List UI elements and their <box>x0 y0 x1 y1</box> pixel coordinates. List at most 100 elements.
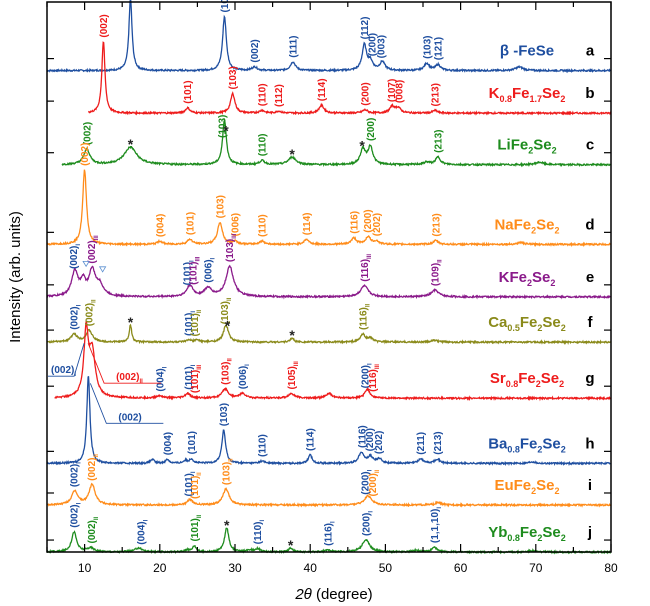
peak-index: (116) <box>358 307 369 330</box>
x-tick-label: 20 <box>153 561 167 575</box>
peak-index: (101) <box>220 0 231 12</box>
phase-subscript: I <box>368 511 374 513</box>
peak-label: (200)I <box>361 511 374 536</box>
phase-subscript: I <box>162 366 168 368</box>
peak-label: (101)I <box>182 260 195 285</box>
peak-index: (107) <box>387 79 398 102</box>
phase-subscript: I <box>74 372 76 378</box>
peak-label: (200) <box>361 82 372 105</box>
subscript: 2 <box>555 225 560 235</box>
peak-label: (002) <box>250 39 261 62</box>
peak-index: (116) <box>349 211 360 234</box>
subscript: 0.8 <box>507 444 520 454</box>
peak-index: (110) <box>258 214 269 237</box>
triangle-marker <box>82 260 90 268</box>
name-text: Se <box>532 269 550 286</box>
peak-index: (116) <box>324 523 335 546</box>
phase-subscript: II <box>365 303 371 307</box>
subscript: 2 <box>561 444 566 454</box>
peak-index: (110) <box>258 83 269 106</box>
peak-index: (110) <box>258 133 269 156</box>
peak-index: (200) <box>361 471 372 494</box>
sample-name-i: EuFe2Se2 <box>494 477 559 496</box>
peak-index: (002) <box>87 240 98 263</box>
name-text: Ca <box>488 314 508 331</box>
name-text: Fe <box>520 524 538 541</box>
peak-label: (002)I <box>70 304 83 329</box>
callout-label: (002) <box>118 412 141 423</box>
peak-index: (002) <box>99 14 110 37</box>
peak-index: (101) <box>188 262 199 285</box>
phase-subscript: I <box>144 519 150 521</box>
peak-label: (004) <box>163 432 174 455</box>
peak-label: (101) <box>183 80 194 103</box>
impurity-star: * <box>225 317 231 333</box>
panel-letter-c: c <box>586 137 594 154</box>
phase-subscript: II <box>197 309 203 313</box>
peak-label: (103) <box>215 195 226 218</box>
x-axis-title: 2θ (degree) <box>294 586 372 603</box>
peak-label: (116)III <box>360 254 373 282</box>
phase-subscript: I <box>437 507 443 509</box>
peak-index: (101) <box>190 518 201 541</box>
impurity-star: * <box>224 517 230 533</box>
peak-index: (101) <box>190 313 201 336</box>
peak-label: (114) <box>302 212 313 235</box>
peak-label: (200) <box>366 118 377 141</box>
peak-label: (114) <box>317 78 328 101</box>
trace-h <box>46 376 611 467</box>
peak-label: (101)II <box>190 309 203 336</box>
peak-index: (103) <box>218 115 229 138</box>
subscript: 2 <box>537 323 542 333</box>
x-axis-title-unit: (degree) <box>312 586 373 603</box>
peak-label: (1,1,10)I <box>430 507 443 543</box>
sample-name-h: Ba0.8Fe2Se2 <box>488 435 566 454</box>
trace-e <box>46 264 611 300</box>
impurity-star: * <box>128 136 134 152</box>
subscript: 2 <box>552 146 557 156</box>
phase-subscript: III <box>232 233 238 238</box>
peak-index: (200) <box>361 365 372 388</box>
x-tick-label: 70 <box>529 561 543 575</box>
panel-letter-f: f <box>588 314 594 331</box>
x-axis-title-symbol: 2θ <box>294 586 311 603</box>
peak-index: (200) <box>368 473 379 496</box>
subscript: 2 <box>528 146 533 156</box>
panel-letter-e: e <box>586 269 594 286</box>
name-text: Se <box>533 137 551 154</box>
peak-label: (213) <box>434 130 445 153</box>
peak-label: (002)III <box>87 235 100 264</box>
panel-letter-b: b <box>585 85 594 102</box>
peak-index: (200) <box>363 209 374 232</box>
peak-label: (004)I <box>155 366 168 391</box>
name-text: Se <box>536 477 554 494</box>
name-text: Fe <box>520 314 538 331</box>
name-text: β -FeSe <box>500 43 554 60</box>
trace-f <box>46 323 611 346</box>
peak-label: (103) <box>218 115 229 138</box>
peak-index: (002) <box>116 372 139 383</box>
name-text: Fe <box>518 370 536 387</box>
peak-label: (101)I <box>184 311 197 336</box>
peak-index: (004) <box>137 521 148 544</box>
peak-label: (103) <box>422 36 433 59</box>
peak-label: (213) <box>431 213 442 236</box>
sample-name-g: Sr0.8Fe2Se2 <box>490 370 564 389</box>
subscript: 0.8 <box>506 379 519 389</box>
phase-subscript: II <box>228 358 234 362</box>
sample-name-b: K0.8Fe1.7Se2 <box>489 85 566 104</box>
phase-subscript: III <box>375 364 381 369</box>
peak-label: (002)II <box>85 299 98 326</box>
peak-index: (101) <box>187 431 198 454</box>
sample-name-e: KFe2Se2 <box>499 269 556 288</box>
name-text: NaFe <box>494 216 531 233</box>
peak-label: (114) <box>306 428 317 451</box>
x-tick-label: 10 <box>78 561 92 575</box>
subscript: 2 <box>561 533 566 543</box>
peak-label: (200)I <box>361 363 374 388</box>
phase-subscript: III <box>197 364 203 369</box>
peak-index: (200) <box>366 118 377 141</box>
impurity-star: * <box>288 537 294 553</box>
peak-label: (008) <box>394 80 405 103</box>
